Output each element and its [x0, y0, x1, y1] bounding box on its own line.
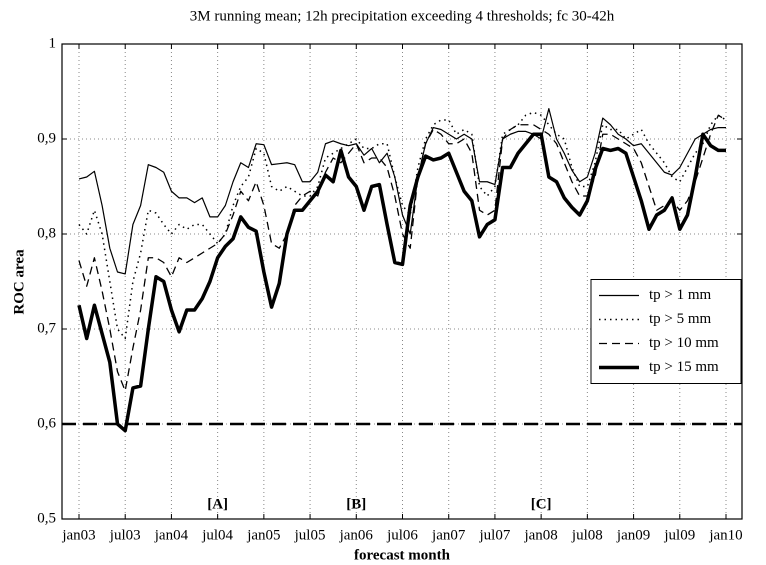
y-tick-label: 0,8: [37, 225, 56, 241]
x-axis-label: forecast month: [354, 547, 451, 563]
x-tick-label: jul04: [201, 527, 233, 543]
x-tick-label: jan08: [523, 527, 557, 543]
x-tick-label: jul07: [479, 527, 511, 543]
legend-label: tp > 15 mm: [649, 359, 719, 375]
x-tick-label: jul09: [663, 527, 695, 543]
x-tick-label: jul05: [294, 527, 326, 543]
y-tick-label: 0,6: [37, 415, 56, 431]
plot-frame: [61, 43, 743, 520]
annotation: [C]: [531, 496, 552, 512]
x-tick-label: jan06: [339, 527, 374, 543]
x-tick-label: jul03: [109, 527, 141, 543]
x-tick-label: jan03: [61, 527, 95, 543]
y-axis-label: ROC area: [11, 249, 27, 315]
legend-label: tp > 5 mm: [649, 311, 712, 327]
y-tick-label: 1: [49, 35, 57, 51]
legend-label: tp > 10 mm: [649, 335, 719, 351]
y-tick-label: 0,5: [37, 510, 56, 526]
legend-label: tp > 1 mm: [649, 287, 712, 303]
x-tick-label: jan05: [246, 527, 280, 543]
annotation: [B]: [346, 496, 366, 512]
y-tick-label: 0,9: [37, 130, 56, 146]
x-tick-label: jul08: [571, 527, 603, 543]
chart-title: 3M running mean; 12h precipitation excee…: [190, 8, 615, 24]
x-tick-label: jan09: [616, 527, 650, 543]
y-tick-label: 0,7: [37, 320, 56, 336]
series-line: [78, 114, 727, 392]
x-tick-label: jan10: [708, 527, 742, 543]
series-line: [77, 132, 726, 433]
x-tick-label: jan04: [154, 527, 189, 543]
annotation: [A]: [207, 496, 228, 512]
x-tick-label: jan07: [431, 527, 466, 543]
x-tick-label: jul06: [386, 527, 418, 543]
series-line: [78, 108, 726, 275]
